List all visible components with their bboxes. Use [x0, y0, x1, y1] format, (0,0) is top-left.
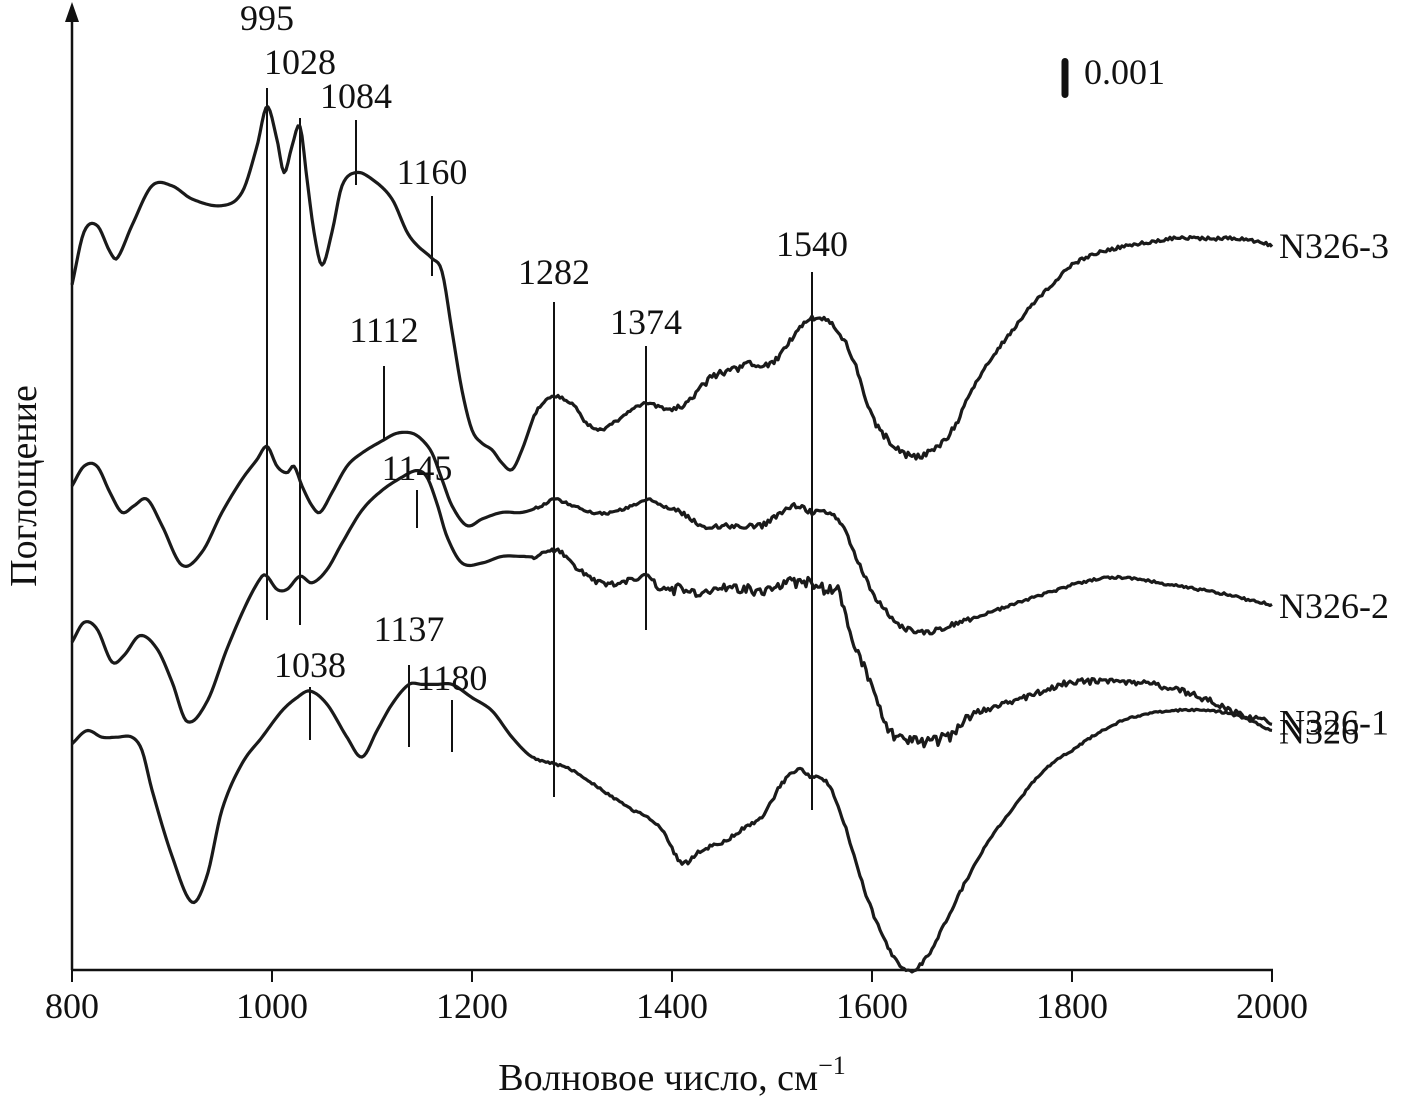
peak-label-995: 995 — [240, 0, 294, 38]
series-label-n326-3: N326-3 — [1279, 226, 1389, 266]
spectrum-line-n326-2 — [70, 430, 1273, 636]
peak-label-1145: 1145 — [382, 448, 453, 488]
y-axis-title: Поглощение — [3, 385, 45, 587]
x-tick-label: 1000 — [236, 986, 308, 1026]
spectrum-line-n326-1 — [70, 469, 1273, 749]
peak-label-1282: 1282 — [518, 252, 590, 292]
peak-label-1084: 1084 — [320, 76, 392, 116]
series-label-n326: N326 — [1279, 712, 1359, 752]
peak-label-1160: 1160 — [397, 152, 468, 192]
scale-bar-label: 0.001 — [1084, 52, 1165, 92]
peak-label-1038: 1038 — [274, 645, 346, 685]
x-tick-label: 1600 — [836, 986, 908, 1026]
spectra-lines — [70, 105, 1274, 974]
peak-reference-lines — [266, 88, 813, 810]
x-tick-label: 1800 — [1036, 986, 1108, 1026]
series-label-n326-2: N326-2 — [1279, 586, 1389, 626]
spectrum-line-n326-3 — [70, 105, 1274, 472]
x-ticks: 800 1000 1200 1400 1600 1800 2000 — [45, 970, 1308, 1026]
x-axis-title: Волновое число, см−1 — [498, 1051, 846, 1099]
peak-label-1540: 1540 — [776, 224, 848, 264]
x-axis-title-text: Волновое число, см — [498, 1057, 818, 1099]
y-axis-arrow-icon — [65, 2, 79, 22]
peak-label-1112: 1112 — [349, 310, 418, 350]
spectrum-line-n326 — [70, 681, 1273, 974]
x-tick-label: 800 — [45, 986, 99, 1026]
scale-bar: 0.001 — [1061, 52, 1165, 98]
x-tick-label: 1400 — [636, 986, 708, 1026]
axes — [65, 2, 1273, 972]
peak-label-1374: 1374 — [610, 302, 682, 342]
x-axis-title-superscript: −1 — [818, 1051, 846, 1080]
series-label-n326-1: N326-1 — [1279, 702, 1389, 742]
peak-label-1180: 1180 — [417, 658, 488, 698]
x-tick-label: 2000 — [1236, 986, 1308, 1026]
peak-label-1028: 1028 — [264, 42, 336, 82]
peak-label-1137: 1137 — [374, 609, 445, 649]
x-tick-label: 1200 — [436, 986, 508, 1026]
